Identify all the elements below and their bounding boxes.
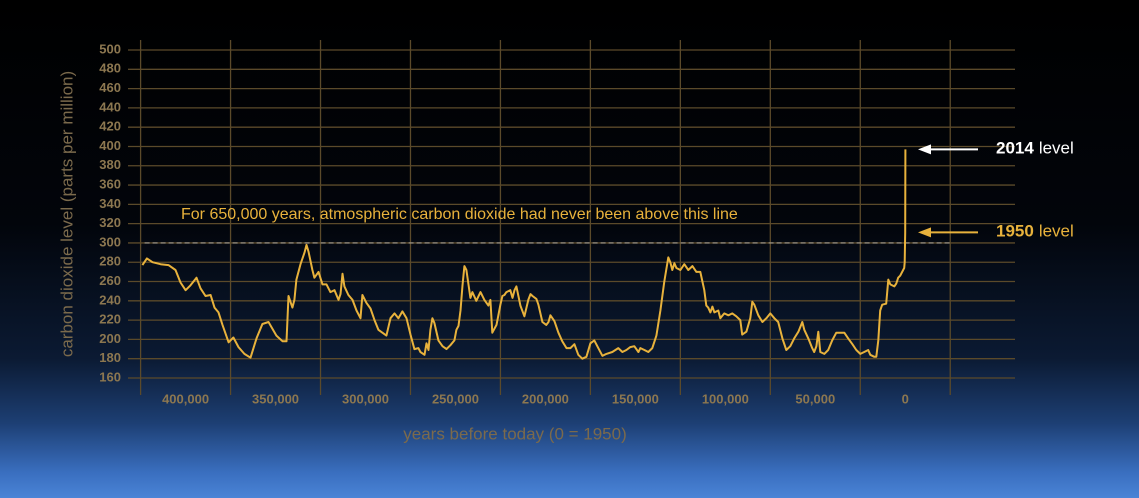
arrow-head — [918, 144, 931, 155]
y-tick-label: 460 — [99, 80, 121, 95]
y-tick-label: 480 — [99, 61, 121, 76]
annotation-year: 2014 — [996, 139, 1034, 158]
y-tick-label: 280 — [99, 254, 121, 269]
annotation-suffix: level — [1039, 222, 1074, 241]
y-tick-label: 380 — [99, 157, 121, 172]
y-tick-label: 360 — [99, 176, 121, 191]
y-axis-title: carbon dioxide level (parts per million) — [57, 71, 76, 357]
x-tick-label: 150,000 — [612, 391, 659, 406]
x-axis-title: years before today (0 = 1950) — [403, 424, 627, 443]
y-tick-label: 240 — [99, 292, 121, 307]
y-tick-label: 160 — [99, 369, 121, 384]
x-tick-label: 300,000 — [342, 391, 389, 406]
y-tick-label: 320 — [99, 215, 121, 230]
annotation-year: 1950 — [996, 222, 1034, 241]
y-tick-label: 400 — [99, 138, 121, 153]
y-tick-label: 340 — [99, 196, 121, 211]
y-tick-label: 260 — [99, 273, 121, 288]
x-tick-label: 0 — [902, 391, 909, 406]
annotation-label: 1950 level — [996, 222, 1074, 241]
annotation-suffix: level — [1039, 139, 1074, 158]
x-tick-label: 200,000 — [522, 391, 569, 406]
y-tick-label: 300 — [99, 234, 121, 249]
x-tick-label: 350,000 — [252, 391, 299, 406]
x-tick-label: 400,000 — [162, 391, 209, 406]
x-tick-label: 250,000 — [432, 391, 479, 406]
data-line — [141, 149, 907, 360]
arrow-head — [918, 227, 931, 238]
y-tick-label: 220 — [99, 312, 121, 327]
x-tick-label: 50,000 — [795, 391, 835, 406]
y-tick-label: 180 — [99, 350, 121, 365]
x-tick-label: 100,000 — [702, 391, 749, 406]
y-tick-label: 500 — [99, 41, 121, 56]
annotation-label: 2014 level — [996, 139, 1074, 158]
y-tick-label: 440 — [99, 99, 121, 114]
threshold-label: For 650,000 years, atmospheric carbon di… — [181, 206, 738, 223]
y-tick-label: 200 — [99, 331, 121, 346]
y-tick-label: 420 — [99, 119, 121, 134]
